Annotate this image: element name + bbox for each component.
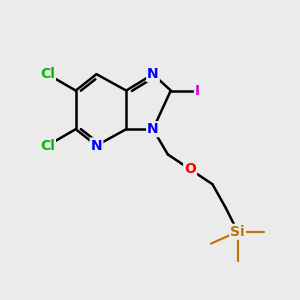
Text: N: N [147, 122, 159, 136]
Text: Cl: Cl [40, 139, 55, 152]
Text: Cl: Cl [40, 67, 55, 81]
Text: N: N [147, 67, 159, 81]
Text: I: I [195, 84, 200, 98]
Text: O: O [184, 162, 196, 176]
Text: N: N [91, 139, 102, 152]
Text: Si: Si [230, 225, 245, 239]
